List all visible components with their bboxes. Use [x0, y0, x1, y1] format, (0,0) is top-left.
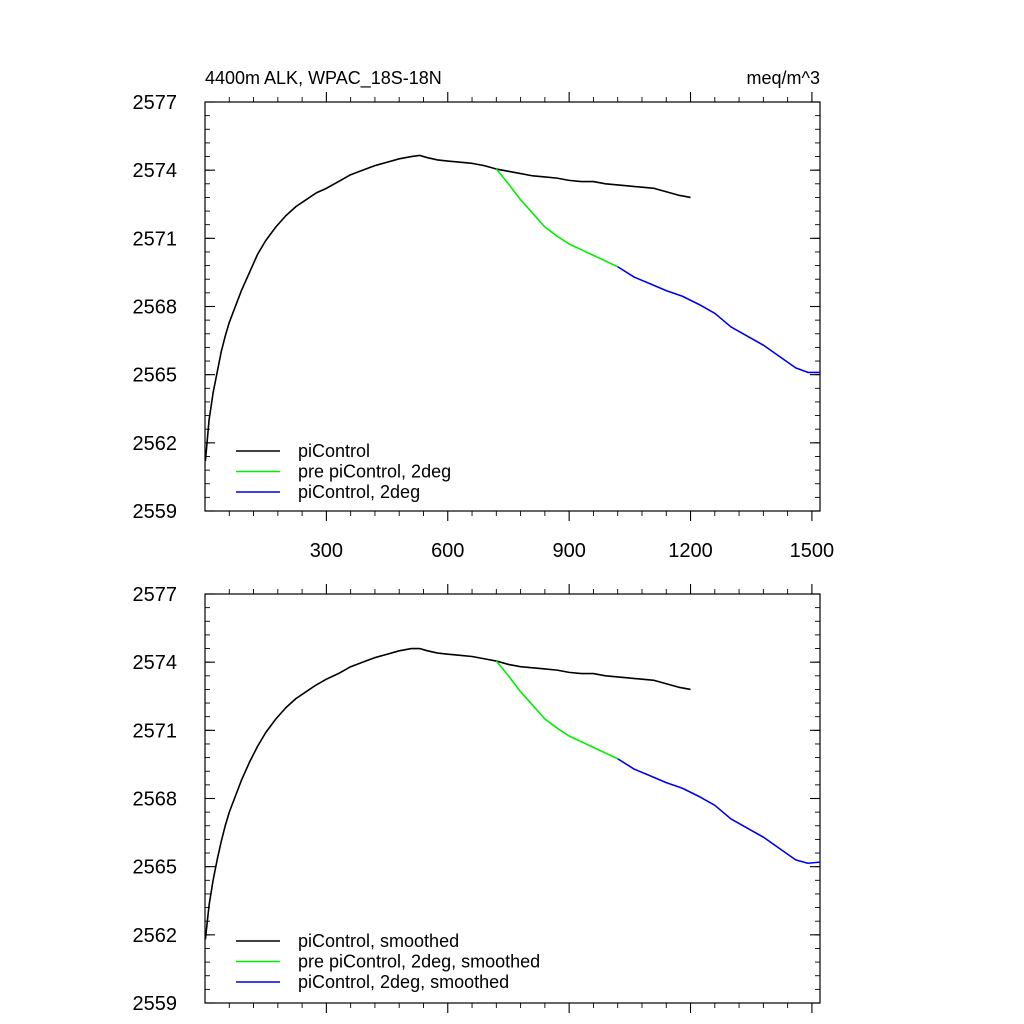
bottom-y-tick-label: 2565 — [133, 857, 178, 879]
top-panel: 4400m ALK, WPAC_18S-18N meq/m^3 2559 2562… — [133, 68, 835, 562]
bottom-legend-label: piControl, 2deg, smoothed — [298, 972, 509, 992]
bottom-panel: 2559 2562 2565 2568 2571 2574 2577 piControl, … — [133, 584, 821, 1015]
bottom-series-line-1 — [495, 660, 619, 760]
bottom-series-lines — [204, 647, 821, 940]
bottom-series-line-2 — [617, 758, 821, 865]
bottom-legend-label: piControl, smoothed — [298, 931, 459, 951]
top-x-tick-label: 300 — [310, 540, 343, 562]
top-y-tick-label: 2559 — [133, 501, 178, 523]
bottom-series-line-0 — [204, 647, 691, 940]
top-y-tick-label: 2577 — [133, 92, 178, 114]
top-y-tick-label: 2571 — [133, 228, 178, 250]
top-y-tick-label: 2565 — [133, 365, 178, 387]
top-y-tick-label: 2562 — [133, 433, 178, 455]
bottom-y-tick-label: 2574 — [133, 652, 178, 674]
top-x-tick-label: 600 — [431, 540, 464, 562]
top-series-line-2 — [617, 266, 820, 374]
top-x-tick-label: 1200 — [668, 540, 713, 562]
top-y-tick-label: 2568 — [133, 297, 178, 319]
bottom-y-tick-label: 2577 — [133, 584, 178, 606]
top-axis-ticks: 2559 2562 2565 2568 2571 2574 2577 300 600 900 120… — [133, 92, 835, 562]
bottom-legend-label: pre piControl, 2deg, smoothed — [298, 952, 540, 972]
top-series-lines — [204, 154, 820, 462]
top-x-tick-label: 1500 — [790, 540, 835, 562]
top-series-line-1 — [495, 168, 619, 268]
top-series-line-0 — [204, 154, 691, 462]
top-chart-title: 4400m ALK, WPAC_18S-18N — [205, 68, 442, 89]
bottom-y-tick-label: 2571 — [133, 720, 178, 742]
top-legend-label: pre piControl, 2deg — [298, 462, 451, 482]
bottom-y-tick-label: 2568 — [133, 789, 178, 811]
top-legend-label: piControl, 2deg — [298, 482, 420, 502]
top-legend-label: piControl — [298, 441, 370, 461]
top-y-tick-label: 2574 — [133, 160, 178, 182]
top-x-tick-label: 900 — [552, 540, 585, 562]
bottom-y-tick-label: 2559 — [133, 993, 178, 1015]
bottom-axis-ticks: 2559 2562 2565 2568 2571 2574 2577 — [133, 584, 820, 1015]
bottom-y-tick-label: 2562 — [133, 925, 178, 947]
top-chart-units: meq/m^3 — [747, 68, 820, 88]
